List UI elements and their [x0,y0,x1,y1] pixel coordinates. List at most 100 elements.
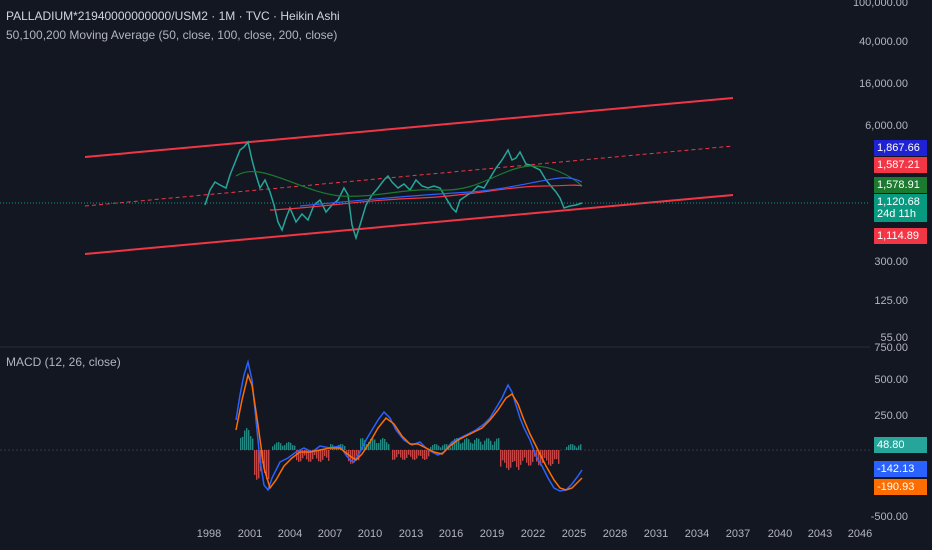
macd-tick: 250.00 [874,410,908,422]
histogram-bar [328,450,330,461]
histogram-bar [352,450,354,464]
histogram-bar [512,450,514,462]
histogram-bar [572,444,574,450]
histogram-bar [432,445,434,450]
histogram-bar [360,438,362,450]
histogram-bar [354,450,356,461]
histogram-bar [272,446,274,450]
histogram-bar [436,444,438,450]
histogram-bar [424,450,426,460]
badge-value: -142.13 [877,463,915,475]
histogram-bar [324,450,326,457]
histogram-bar [542,450,544,464]
channel-upper-line[interactable] [84,97,734,158]
macd-line [235,359,583,492]
histogram-bar [496,438,498,450]
macd-tick: -500.00 [870,511,908,523]
histogram-bar [266,450,268,480]
time-tick: 2043 [807,528,833,540]
histogram-bar [314,450,316,456]
histogram-bar [428,450,430,457]
histogram-bar [514,450,516,462]
channel-lower-line[interactable] [84,194,734,255]
histogram-bar [484,440,486,450]
histogram-bar [462,442,464,450]
histogram-bar [492,444,494,450]
histogram-bar [558,450,560,464]
histogram-bar [460,443,462,450]
badge-value: 1,867.66 [877,142,920,154]
badge-value: 1,587.21 [877,159,920,171]
histogram-bar [246,428,248,450]
time-tick: 2025 [561,528,587,540]
histogram-bar [578,445,580,450]
macd-indicator-legend[interactable]: MACD (12, 26, close) [6,355,121,369]
histogram-bar [454,438,456,450]
histogram-bar [406,450,408,458]
histogram-bar [310,450,312,462]
histogram-bar [308,450,310,462]
last-price-badge: 1,120.68 24d 11h [874,194,927,222]
histogram-bar [464,439,466,450]
histogram-bar [468,439,470,450]
histogram-bar [422,450,424,459]
badge-value: 48.80 [877,439,905,451]
histogram-bar [284,445,286,450]
histogram-bar [344,445,346,450]
ma50-line [235,165,583,197]
histogram-bar [442,445,444,450]
histogram-bar [522,450,524,461]
channel-mid-line[interactable] [84,145,734,207]
histogram-bar [504,450,506,463]
histogram-bar [330,444,332,450]
histogram-bar [286,442,288,450]
histogram-bar [252,438,254,450]
time-tick: 2046 [847,528,873,540]
histogram-bar [450,447,452,450]
histogram-bar [298,450,300,462]
histogram-bar [402,450,404,460]
price-tick: 55.00 [880,332,908,344]
time-tick: 2010 [357,528,383,540]
histogram-bar [418,450,420,456]
time-tick: 2019 [479,528,505,540]
histogram-bar [440,447,442,450]
histogram-bar [476,438,478,450]
histogram-bar [544,450,546,458]
ma50-value-badge: 1,578.91 [874,177,927,193]
ma-indicator-legend[interactable]: 50,100,200 Moving Average (50, close, 10… [6,28,338,42]
price-series [204,140,583,241]
time-tick: 2037 [725,528,751,540]
price-tick: 6,000.00 [865,120,908,132]
ma100-value-badge: 1,587.21 [874,157,927,173]
histogram-bar [306,450,308,460]
histogram-bar [380,439,382,450]
histogram-bar [452,441,454,450]
symbol-title[interactable]: PALLADIUM*21940000000000/USM2 · 1M · TVC… [6,9,340,23]
histogram-bar [438,445,440,450]
histogram-bar [280,443,282,450]
histogram-bar [580,444,582,450]
histogram-bar [376,443,378,450]
time-tick: 2001 [237,528,263,540]
histogram-bar [290,442,292,450]
time-tick: 2034 [684,528,710,540]
histogram-bar [520,450,522,465]
time-tick: 2031 [643,528,669,540]
signal-line [235,372,583,491]
signal-line-badge: -190.93 [874,479,927,495]
histogram-bar [300,450,302,462]
macd-tick: 500.00 [874,374,908,386]
histogram-bar [362,438,364,450]
histogram-bar [516,450,518,468]
histogram-bar [556,450,558,460]
histogram-bar [532,450,534,462]
histogram-bar [268,450,270,480]
regression-channel[interactable] [84,97,734,255]
histogram-bar [490,440,492,450]
time-tick: 2007 [317,528,343,540]
price-tick: 40,000.00 [859,36,908,48]
histogram-bar [506,450,508,469]
histogram-bar [282,445,284,450]
